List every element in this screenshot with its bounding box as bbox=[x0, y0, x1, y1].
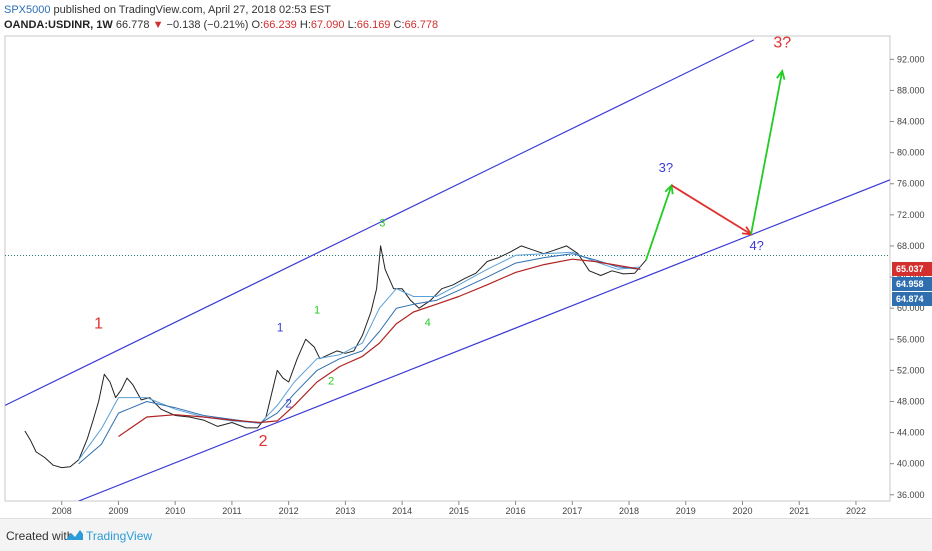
wave-label-10: 4? bbox=[749, 238, 763, 253]
x-tick-label: 2021 bbox=[789, 506, 809, 516]
price-change: −0.138 (−0.21%) bbox=[166, 19, 249, 31]
x-tick-label: 2009 bbox=[108, 506, 128, 516]
y-tick-label: 76.000 bbox=[897, 179, 925, 189]
down-arrow-icon: ▼ bbox=[152, 19, 164, 31]
price-tag-ma-2: 64.958 bbox=[892, 276, 932, 291]
x-tick-label: 2014 bbox=[392, 506, 412, 516]
wave-label-9: 3? bbox=[659, 160, 673, 175]
projection-arrow-2[interactable] bbox=[671, 184, 753, 236]
svg-text:64.874: 64.874 bbox=[896, 294, 924, 304]
low-label: L: bbox=[347, 19, 357, 31]
channel-line-lower[interactable] bbox=[78, 179, 890, 501]
wave-label-6: 2 bbox=[328, 375, 334, 387]
y-tick-label: 68.000 bbox=[897, 241, 925, 251]
time-axis[interactable]: 2008 2009 2010 2011 2012 2013 2014 2015 2016 2017… bbox=[52, 501, 866, 516]
y-tick-label: 92.000 bbox=[897, 54, 925, 64]
x-tick-label: 2015 bbox=[449, 506, 469, 516]
svg-text:65.037: 65.037 bbox=[896, 264, 924, 274]
y-tick-label: 72.000 bbox=[897, 210, 925, 220]
y-tick-label: 36.000 bbox=[897, 490, 925, 500]
last-price: 66.778 bbox=[115, 19, 150, 31]
open-label: O: bbox=[251, 19, 264, 31]
low-value: 66.169 bbox=[356, 19, 391, 31]
open-value: 66.239 bbox=[263, 19, 297, 31]
author-link[interactable]: SPX5000 bbox=[4, 4, 51, 16]
x-tick-label: 2011 bbox=[222, 506, 241, 516]
y-tick-label: 88.000 bbox=[897, 85, 925, 95]
close-label: C: bbox=[393, 19, 405, 31]
projection-arrow-1[interactable] bbox=[645, 183, 674, 261]
x-tick-label: 2022 bbox=[846, 506, 866, 516]
created-with-text: Created with bbox=[6, 529, 74, 543]
high-value: 67.090 bbox=[310, 19, 345, 31]
x-tick-label: 2008 bbox=[52, 506, 72, 516]
y-tick-label: 40.000 bbox=[897, 459, 925, 469]
x-tick-label: 2010 bbox=[165, 506, 185, 516]
svg-text:64.958: 64.958 bbox=[896, 279, 924, 289]
channel-line-upper[interactable] bbox=[5, 39, 755, 406]
published-info: published on TradingView.com, April 27, … bbox=[53, 4, 331, 16]
tradingview-cloud-icon bbox=[66, 530, 83, 540]
price-tag-ma-3: 64.874 bbox=[892, 291, 932, 306]
x-tick-label: 2016 bbox=[506, 506, 526, 516]
x-tick-label: 2017 bbox=[562, 506, 582, 516]
projection-arrow-3[interactable] bbox=[750, 68, 786, 235]
wave-label-7: 3 bbox=[379, 218, 385, 230]
x-tick-label: 2012 bbox=[279, 506, 299, 516]
wave-label-8: 4 bbox=[425, 317, 431, 329]
close-value: 66.778 bbox=[404, 19, 439, 31]
y-tick-label: 48.000 bbox=[897, 396, 925, 406]
series-ma-slow bbox=[118, 258, 641, 437]
y-tick-label: 44.000 bbox=[897, 428, 925, 438]
price-tag-last-1: 65.037 bbox=[892, 261, 932, 276]
y-tick-label: 60.000 bbox=[897, 303, 925, 313]
wave-label-5: 1 bbox=[314, 305, 320, 317]
footer-bar: Created with TradingView bbox=[0, 518, 932, 551]
series-ma-fast bbox=[78, 251, 641, 461]
wave-label-1: 1 bbox=[94, 315, 103, 332]
series-price bbox=[24, 245, 647, 469]
series-ma-mid bbox=[78, 253, 641, 465]
y-tick-label: 84.000 bbox=[897, 117, 925, 127]
price-chart[interactable]: 1 2 1 2 1 2 3 4 3? 4? 3? 36.000 40.000 44.000 48.000 5… bbox=[0, 0, 932, 518]
x-tick-label: 2019 bbox=[676, 506, 696, 516]
y-tick-label: 56.000 bbox=[897, 334, 925, 344]
wave-label-4: 2 bbox=[285, 397, 292, 411]
x-tick-label: 2013 bbox=[335, 506, 355, 516]
high-label: H: bbox=[299, 19, 311, 31]
ohlc-line: OANDA:USDINR, 1W 66.778 ▼ −0.138 (−0.21%… bbox=[4, 18, 438, 33]
chart-header: SPX5000 published on TradingView.com, Ap… bbox=[4, 3, 438, 33]
y-tick-label: 80.000 bbox=[897, 148, 925, 158]
publish-line: SPX5000 published on TradingView.com, Ap… bbox=[4, 3, 438, 18]
wave-label-2: 2 bbox=[259, 433, 268, 450]
price-axis[interactable]: 36.000 40.000 44.000 48.000 52.000 56.000 60.0… bbox=[890, 54, 932, 500]
wave-label-3: 1 bbox=[277, 320, 284, 334]
tradingview-brand[interactable]: TradingView bbox=[86, 529, 153, 543]
wave-label-11: 3? bbox=[773, 35, 791, 52]
symbol-label: OANDA:USDINR, 1W bbox=[4, 19, 113, 31]
y-tick-label: 52.000 bbox=[897, 365, 925, 375]
x-tick-label: 2018 bbox=[619, 506, 639, 516]
plot-frame bbox=[4, 35, 891, 502]
x-tick-label: 2020 bbox=[732, 506, 752, 516]
annotation-layer: 1 2 1 2 1 2 3 4 3? 4? 3? bbox=[94, 35, 791, 450]
plot-area bbox=[5, 39, 890, 501]
